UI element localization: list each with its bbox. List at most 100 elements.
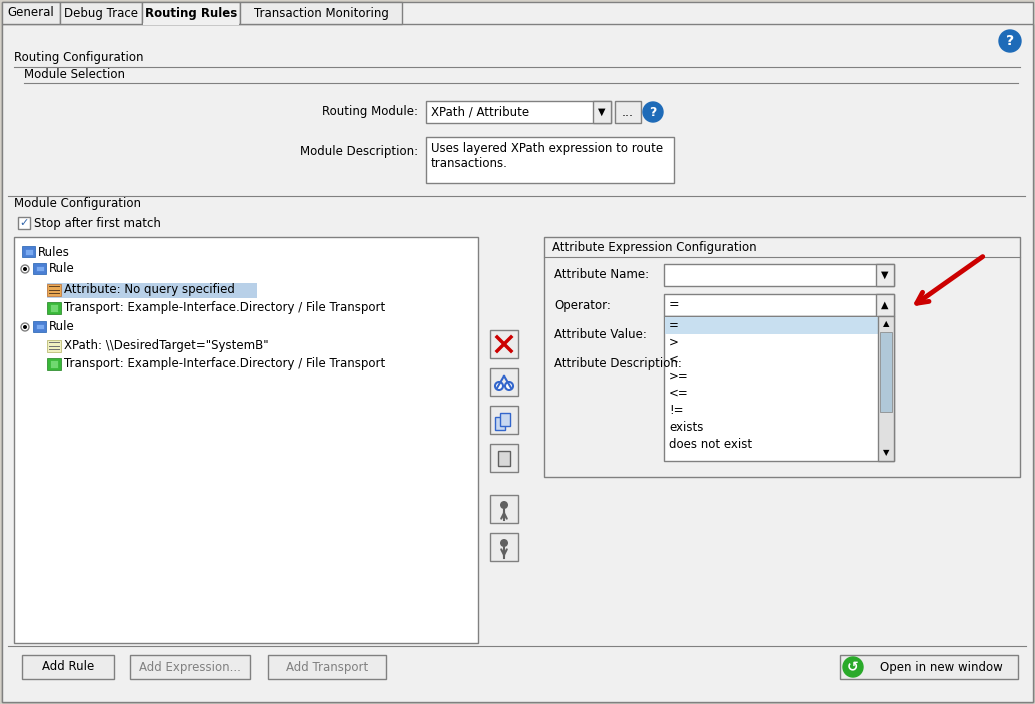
- Text: ▲: ▲: [881, 300, 889, 310]
- Circle shape: [23, 267, 27, 271]
- Bar: [498, 451, 510, 466]
- Text: ▲: ▲: [883, 320, 889, 329]
- Text: <: <: [669, 353, 679, 366]
- Text: Routing Rules: Routing Rules: [145, 6, 237, 20]
- Bar: [544, 237, 1021, 477]
- Text: ▼: ▼: [881, 270, 889, 280]
- Circle shape: [500, 501, 508, 509]
- Text: Uses layered XPath expression to route
transactions.: Uses layered XPath expression to route t…: [431, 142, 663, 170]
- Text: Routing Module:: Routing Module:: [322, 106, 418, 118]
- Bar: [47, 284, 61, 296]
- Bar: [490, 533, 518, 561]
- Text: Transport: Example-Interface.Directory / File Transport: Transport: Example-Interface.Directory /…: [64, 301, 385, 315]
- Text: Attribute Expression Configuration: Attribute Expression Configuration: [552, 241, 757, 255]
- Bar: [664, 294, 894, 316]
- Circle shape: [643, 102, 663, 122]
- Bar: [36, 266, 45, 271]
- Text: ▼: ▼: [598, 107, 605, 117]
- Bar: [426, 137, 674, 183]
- Text: Rule: Rule: [49, 263, 75, 275]
- Bar: [22, 246, 35, 257]
- Bar: [500, 413, 510, 426]
- Text: ...: ...: [622, 106, 634, 118]
- Text: <=: <=: [669, 387, 688, 400]
- Circle shape: [21, 265, 29, 273]
- Text: >=: >=: [669, 370, 688, 383]
- Text: =: =: [669, 298, 680, 311]
- Text: !=: !=: [669, 404, 683, 417]
- Bar: [33, 263, 46, 274]
- Bar: [268, 655, 386, 679]
- Text: General: General: [7, 6, 55, 20]
- Circle shape: [505, 382, 513, 390]
- Text: Module Description:: Module Description:: [300, 144, 418, 158]
- Text: Add Rule: Add Rule: [41, 660, 94, 674]
- Bar: [47, 340, 61, 352]
- Text: >: >: [669, 336, 679, 349]
- Text: ▼: ▼: [883, 448, 889, 458]
- Bar: [25, 249, 33, 255]
- Text: ↺: ↺: [848, 660, 859, 674]
- Bar: [2, 2, 60, 24]
- Bar: [490, 495, 518, 523]
- Text: ?: ?: [649, 106, 656, 118]
- Circle shape: [842, 657, 863, 677]
- Text: Add Transport: Add Transport: [286, 660, 368, 674]
- Text: Attribute: No query specified: Attribute: No query specified: [64, 284, 235, 296]
- Text: ?: ?: [1006, 34, 1014, 48]
- Bar: [18, 217, 30, 229]
- Bar: [490, 406, 518, 434]
- Bar: [50, 360, 58, 368]
- Bar: [60, 2, 142, 24]
- Bar: [876, 264, 894, 286]
- Text: =: =: [669, 319, 679, 332]
- Text: Attribute Description:: Attribute Description:: [554, 356, 682, 370]
- Text: XPath / Attribute: XPath / Attribute: [431, 106, 529, 118]
- Bar: [878, 316, 894, 461]
- Bar: [142, 2, 240, 24]
- Bar: [22, 655, 114, 679]
- Bar: [130, 655, 250, 679]
- Bar: [876, 294, 894, 316]
- Bar: [50, 304, 58, 312]
- Bar: [490, 330, 518, 358]
- Bar: [490, 368, 518, 396]
- Text: Transaction Monitoring: Transaction Monitoring: [254, 6, 388, 20]
- Circle shape: [23, 325, 27, 329]
- Bar: [615, 101, 641, 123]
- Bar: [880, 332, 892, 412]
- Text: Operator:: Operator:: [554, 298, 611, 311]
- Text: Stop after first match: Stop after first match: [34, 217, 160, 230]
- Bar: [143, 23, 239, 25]
- Circle shape: [999, 30, 1021, 52]
- Bar: [240, 2, 402, 24]
- Text: Transport: Example-Interface.Directory / File Transport: Transport: Example-Interface.Directory /…: [64, 358, 385, 370]
- Text: Debug Trace: Debug Trace: [64, 6, 138, 20]
- Text: Rule: Rule: [49, 320, 75, 334]
- Text: Open in new window: Open in new window: [880, 660, 1002, 674]
- Bar: [47, 358, 61, 370]
- Text: Module Configuration: Module Configuration: [14, 198, 141, 210]
- Bar: [490, 444, 518, 472]
- Circle shape: [21, 323, 29, 331]
- Bar: [14, 237, 478, 643]
- Text: XPath: \\DesiredTarget="SystemB": XPath: \\DesiredTarget="SystemB": [64, 339, 269, 353]
- Circle shape: [495, 382, 503, 390]
- Bar: [47, 302, 61, 314]
- Text: Attribute Value:: Attribute Value:: [554, 329, 647, 341]
- Text: Add Expression...: Add Expression...: [139, 660, 241, 674]
- Bar: [593, 101, 611, 123]
- Bar: [664, 264, 894, 286]
- Bar: [47, 283, 257, 298]
- Text: Attribute Name:: Attribute Name:: [554, 268, 649, 282]
- Bar: [426, 101, 611, 123]
- Text: ✓: ✓: [19, 218, 28, 228]
- Text: does not exist: does not exist: [669, 438, 752, 451]
- Text: exists: exists: [669, 421, 704, 434]
- Circle shape: [500, 539, 508, 547]
- Text: Routing Configuration: Routing Configuration: [14, 51, 144, 65]
- Bar: [495, 417, 505, 430]
- Bar: [664, 316, 894, 461]
- Bar: [33, 321, 46, 332]
- Text: Rules: Rules: [38, 246, 70, 258]
